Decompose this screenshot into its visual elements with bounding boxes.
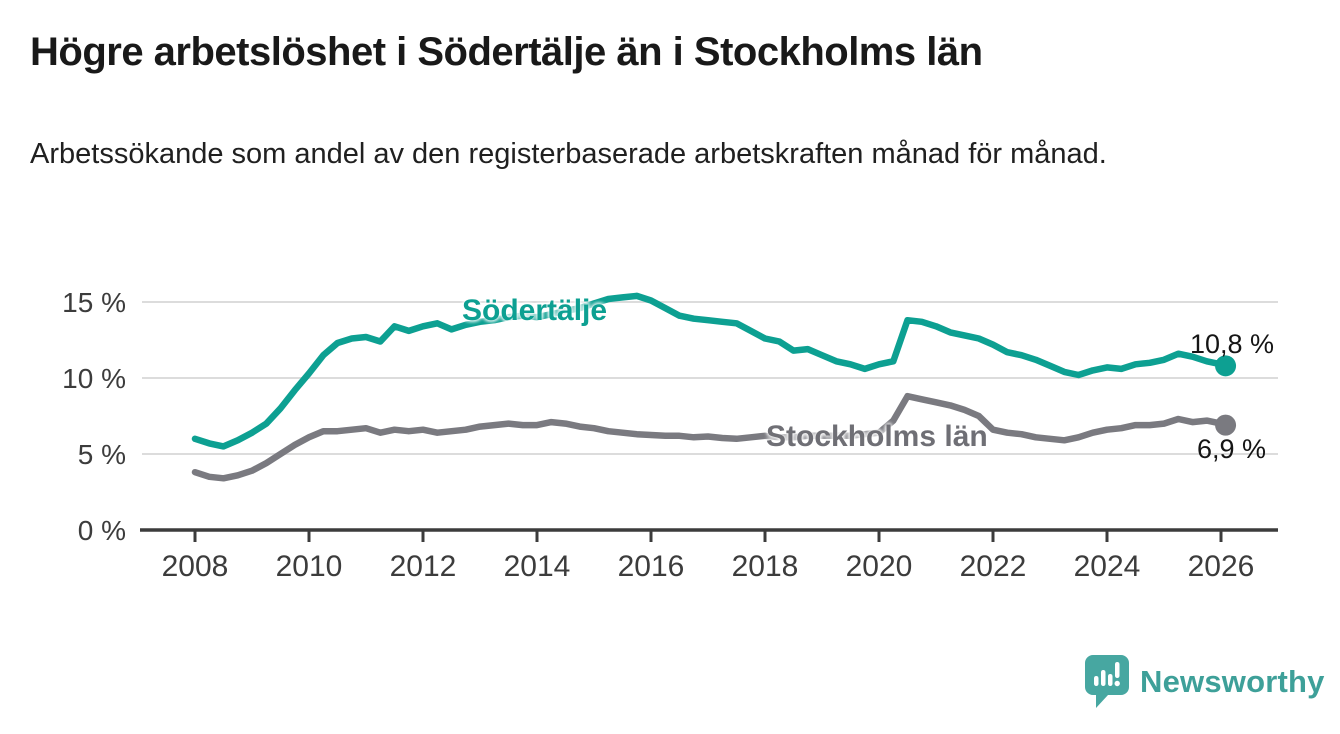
x-tick-label-2014: 2014: [504, 550, 571, 583]
x-tick-label-2026: 2026: [1188, 550, 1255, 583]
newsworthy-logo-text: Newsworthy: [1140, 663, 1325, 699]
series-label-sodertalje: Södertälje: [462, 294, 608, 327]
end-value-label-stockholms-lan: 6,9 %: [1197, 434, 1267, 464]
logo-exclamation-bar: [1115, 662, 1120, 678]
logo-bubble-shape: [1085, 655, 1129, 708]
series-end-dot-s-dert-lje: [1215, 355, 1237, 377]
chart-subtitle: Arbetssökande som andel av den registerb…: [30, 138, 1107, 170]
series-line-s-dert-lje: [191, 292, 1229, 450]
logo-exclamation-dot: [1114, 680, 1120, 687]
x-tick-label-2012: 2012: [390, 550, 457, 583]
x-tick-label-2020: 2020: [846, 550, 913, 583]
series-line-stockholms-l-n: [191, 392, 1229, 482]
y-tick-label-0: 0 %: [78, 515, 126, 546]
newsworthy-logo-icon: [1085, 655, 1129, 708]
x-tick-label-2022: 2022: [960, 550, 1027, 583]
newsworthy-logo[interactable]: Newsworthy: [1085, 655, 1325, 708]
x-tick-label-2018: 2018: [732, 550, 799, 583]
x-tick-label-2010: 2010: [276, 550, 343, 583]
series-label-stockholms-lan: Stockholms län: [766, 420, 988, 453]
y-tick-label-15: 15 %: [62, 287, 126, 318]
logo-bar-2: [1101, 670, 1106, 686]
x-tick-label-2024: 2024: [1074, 550, 1141, 583]
series-end-dot-stockholms-l-n: [1215, 414, 1237, 436]
logo-bar-1: [1094, 676, 1099, 686]
logo-bar-3: [1108, 674, 1113, 686]
end-value-label-sodertalje: 10,8 %: [1190, 329, 1275, 359]
y-tick-label-5: 5 %: [78, 439, 126, 470]
x-tick-label-2016: 2016: [618, 550, 685, 583]
chart-title: Högre arbetslöshet i Södertälje än i Sto…: [30, 30, 983, 74]
y-tick-label-10: 10 %: [62, 363, 126, 394]
x-tick-label-2008: 2008: [162, 550, 229, 583]
